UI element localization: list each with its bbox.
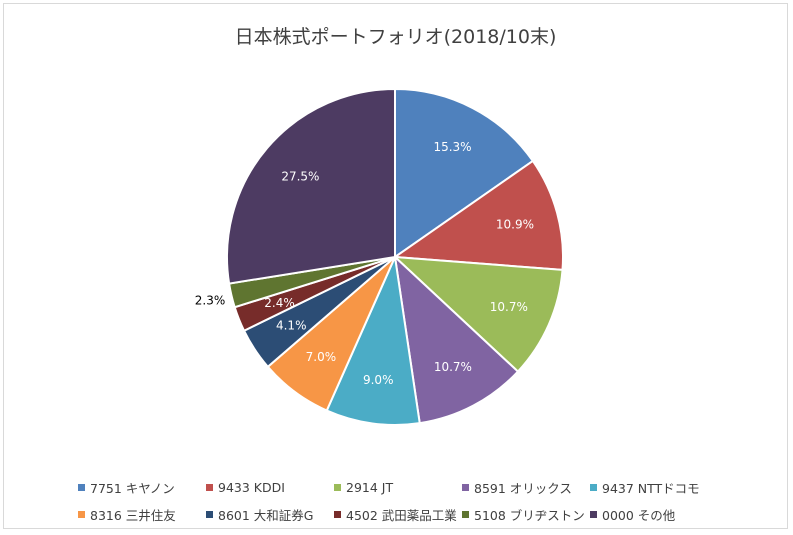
legend-swatch (462, 484, 469, 491)
legend-swatch (334, 511, 341, 518)
legend-swatch (334, 484, 341, 491)
legend-label: 2914 JT (346, 480, 394, 495)
pie-chart: 15.3% 10.9% 10.7% 10.7% 9.0% 7.0% 4.1% 2.4% 2.3%… (195, 87, 564, 426)
legend-item: 8316 三井住友 (78, 505, 206, 524)
data-label: 7.0% (306, 350, 337, 364)
legend-item: 8601 大和証券G (206, 505, 334, 524)
legend-item: 8591 オリックス (462, 478, 590, 497)
legend-item: 9433 KDDI (206, 480, 334, 495)
legend-swatch (206, 511, 213, 518)
pie-slice (226, 87, 396, 285)
data-label: 2.3% (195, 294, 226, 308)
legend-item: 4502 武田薬品工業 (334, 505, 462, 524)
legend-label: 8591 オリックス (474, 481, 572, 496)
pie-slice (325, 253, 421, 426)
legend-item: 9437 NTTドコモ (590, 478, 730, 497)
chart-title: 日本株式ポートフォリオ(2018/10末) (234, 26, 557, 48)
legend-swatch (590, 484, 597, 491)
legend-swatch (462, 511, 469, 518)
pie-slice (393, 254, 520, 425)
data-label: 9.0% (363, 373, 394, 387)
legend-item: 5108 ブリヂストン (462, 505, 590, 524)
legend-label: 9437 NTTドコモ (602, 481, 700, 496)
legend-label: 8601 大和証券G (218, 508, 314, 523)
legend-swatch (206, 484, 213, 491)
pie-slice (392, 255, 564, 373)
data-label: 27.5% (281, 169, 319, 183)
chart-area: 日本株式ポートフォリオ(2018/10末) 15.3% 10.9% 10.7% 10.… (3, 3, 788, 529)
legend-label: 4502 武田薬品工業 (346, 508, 457, 523)
legend-item: 2914 JT (334, 480, 462, 495)
data-label: 10.7% (490, 300, 528, 314)
data-label: 4.1% (276, 318, 307, 332)
data-label: 10.9% (496, 217, 534, 231)
legend-swatch (78, 484, 85, 491)
legend-swatch (590, 511, 597, 518)
legend-swatch (78, 511, 85, 518)
legend-label: 5108 ブリヂストン (474, 508, 585, 523)
pie-slice (392, 159, 564, 272)
data-label: 10.7% (434, 360, 472, 374)
legend-label: 8316 三井住友 (90, 508, 176, 523)
pie-slice (394, 87, 535, 259)
data-label: 15.3% (433, 140, 471, 154)
legend-label: 0000 その他 (602, 508, 676, 523)
legend-item: 7751 キヤノン (78, 478, 206, 497)
legend: 7751 キヤノン 9433 KDDI 2914 JT 8591 オリックス 9437 … (78, 474, 738, 528)
data-label: 2.4% (264, 296, 295, 310)
legend-label: 7751 キヤノン (90, 481, 175, 496)
legend-item: 0000 その他 (590, 505, 730, 524)
legend-row: 7751 キヤノン 9433 KDDI 2914 JT 8591 オリックス 9437 … (78, 474, 738, 501)
legend-label: 9433 KDDI (218, 480, 285, 495)
legend-row: 8316 三井住友 8601 大和証券G 4502 武田薬品工業 5108 ブリヂスト… (78, 501, 738, 528)
